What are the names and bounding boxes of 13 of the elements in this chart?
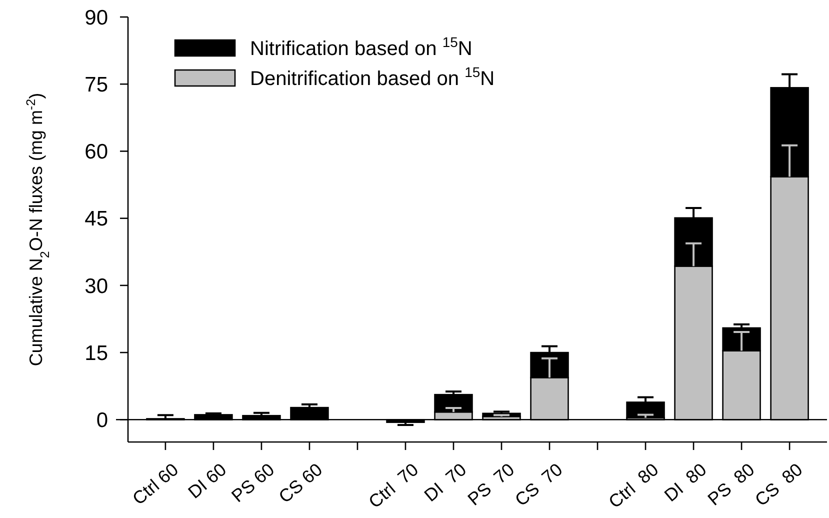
y-tick-label: 60	[84, 140, 108, 164]
x-tick-label: DI 60	[184, 459, 230, 502]
x-tick-label: Ctrl 60	[128, 459, 182, 509]
x-tick-label: Ctrl 80	[604, 459, 662, 512]
y-tick-label: 90	[84, 6, 108, 30]
y-tick-label: 45	[84, 208, 108, 231]
y-tick-label: 15	[84, 342, 108, 365]
x-tick-label: Ctrl 70	[364, 459, 422, 512]
y-tick-label: 0	[96, 408, 108, 432]
y-tick-label: 75	[84, 73, 108, 96]
legend-label: Denitrification based on $^{15}$N	[250, 64, 495, 90]
legend-label: Nitrification based on $^{15}$N	[250, 34, 472, 60]
y-tick-label: 30	[84, 274, 108, 298]
